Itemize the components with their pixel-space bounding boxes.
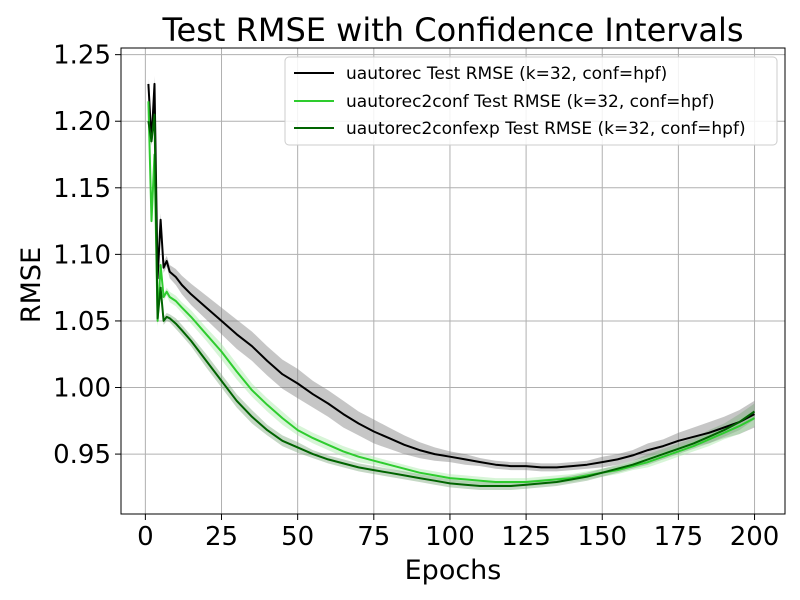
y-tick-label: 1.15	[53, 174, 111, 204]
y-axis-label: RMSE	[16, 247, 47, 323]
x-tick-label: 150	[577, 522, 627, 552]
legend: uautorec Test RMSE (k=32, conf=hpf) uaut…	[284, 56, 778, 146]
legend-label-uautorec2confexp: uautorec2confexp Test RMSE (k=32, conf=h…	[346, 119, 746, 139]
x-tick-label: 0	[137, 522, 154, 552]
y-tick-label: 1.20	[53, 107, 111, 137]
y-tick-label: 0.95	[53, 440, 111, 470]
x-tick-label: 175	[654, 522, 704, 552]
band-uautorec	[148, 76, 755, 472]
legend-label-uautorec: uautorec Test RMSE (k=32, conf=hpf)	[346, 64, 667, 84]
x-tick-label: 50	[281, 522, 314, 552]
line-uautorec2conf	[147, 101, 755, 483]
chart-title: Test RMSE with Confidence Intervals	[161, 11, 743, 49]
confidence-bands	[148, 76, 755, 491]
y-tick-label: 1.00	[53, 374, 111, 404]
line-uautorec2confexp	[147, 113, 756, 487]
x-tick-label: 25	[205, 522, 238, 552]
plot-frame	[120, 47, 786, 515]
x-tick-label: 125	[501, 522, 551, 552]
legend-box	[284, 56, 778, 146]
x-axis-ticks: 0 25 50 75 100 125 150 175 200	[137, 514, 779, 552]
x-axis-label: Epochs	[405, 555, 502, 586]
x-tick-label: 100	[425, 522, 475, 552]
line-uautorec	[147, 82, 755, 469]
legend-label-uautorec2conf: uautorec2conf Test RMSE (k=32, conf=hpf)	[346, 92, 715, 112]
y-axis-ticks: 0.95 1.00 1.05 1.10 1.15 1.20 1.25	[53, 41, 121, 470]
x-tick-label: 75	[357, 522, 390, 552]
band-uautorec2conf	[148, 97, 755, 487]
series-lines	[147, 82, 756, 487]
y-tick-label: 1.10	[53, 240, 111, 270]
x-tick-label: 200	[730, 522, 780, 552]
y-tick-label: 1.05	[53, 307, 111, 337]
y-tick-label: 1.25	[53, 41, 111, 71]
